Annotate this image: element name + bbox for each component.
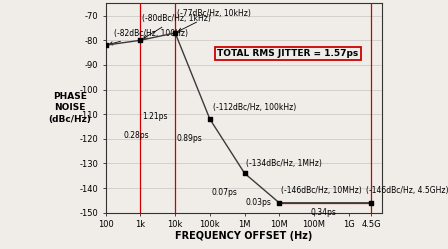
Text: 0.03ps: 0.03ps (246, 198, 271, 207)
Point (276, 201, 283, 205)
Text: 1.21ps: 1.21ps (142, 112, 168, 121)
Point (206, 117, 213, 121)
Point (241, 171, 248, 175)
Text: (-112dBc/Hz, 100kHz): (-112dBc/Hz, 100kHz) (213, 103, 296, 112)
Text: (-80dBc/Hz, 1kHz): (-80dBc/Hz, 1kHz) (142, 14, 211, 38)
Text: 0.07ps: 0.07ps (211, 188, 237, 197)
Text: (-146dBc/Hz, 10MHz): (-146dBc/Hz, 10MHz) (281, 187, 362, 195)
Point (172, 31, 179, 35)
Point (102, 43, 109, 47)
Y-axis label: PHASE
NOISE
(dBc/Hz): PHASE NOISE (dBc/Hz) (48, 92, 91, 124)
Text: 0.28ps: 0.28ps (124, 131, 149, 140)
Text: 0.89ps: 0.89ps (177, 134, 202, 143)
Text: (-134dBc/Hz, 1MHz): (-134dBc/Hz, 1MHz) (246, 159, 322, 168)
Point (368, 201, 375, 205)
X-axis label: FREQUENCY OFFSET (Hz): FREQUENCY OFFSET (Hz) (175, 231, 312, 241)
Text: (-77dBc/Hz, 10kHz): (-77dBc/Hz, 10kHz) (177, 9, 250, 31)
Text: TOTAL RMS JITTER = 1.57ps: TOTAL RMS JITTER = 1.57ps (217, 49, 358, 58)
Text: (-82dBc/Hz, 100Hz): (-82dBc/Hz, 100Hz) (109, 29, 188, 45)
Text: (-146dBc/Hz, 4.5GHz): (-146dBc/Hz, 4.5GHz) (366, 187, 448, 195)
Point (137, 38, 144, 42)
Text: 0.34ps: 0.34ps (310, 208, 336, 217)
